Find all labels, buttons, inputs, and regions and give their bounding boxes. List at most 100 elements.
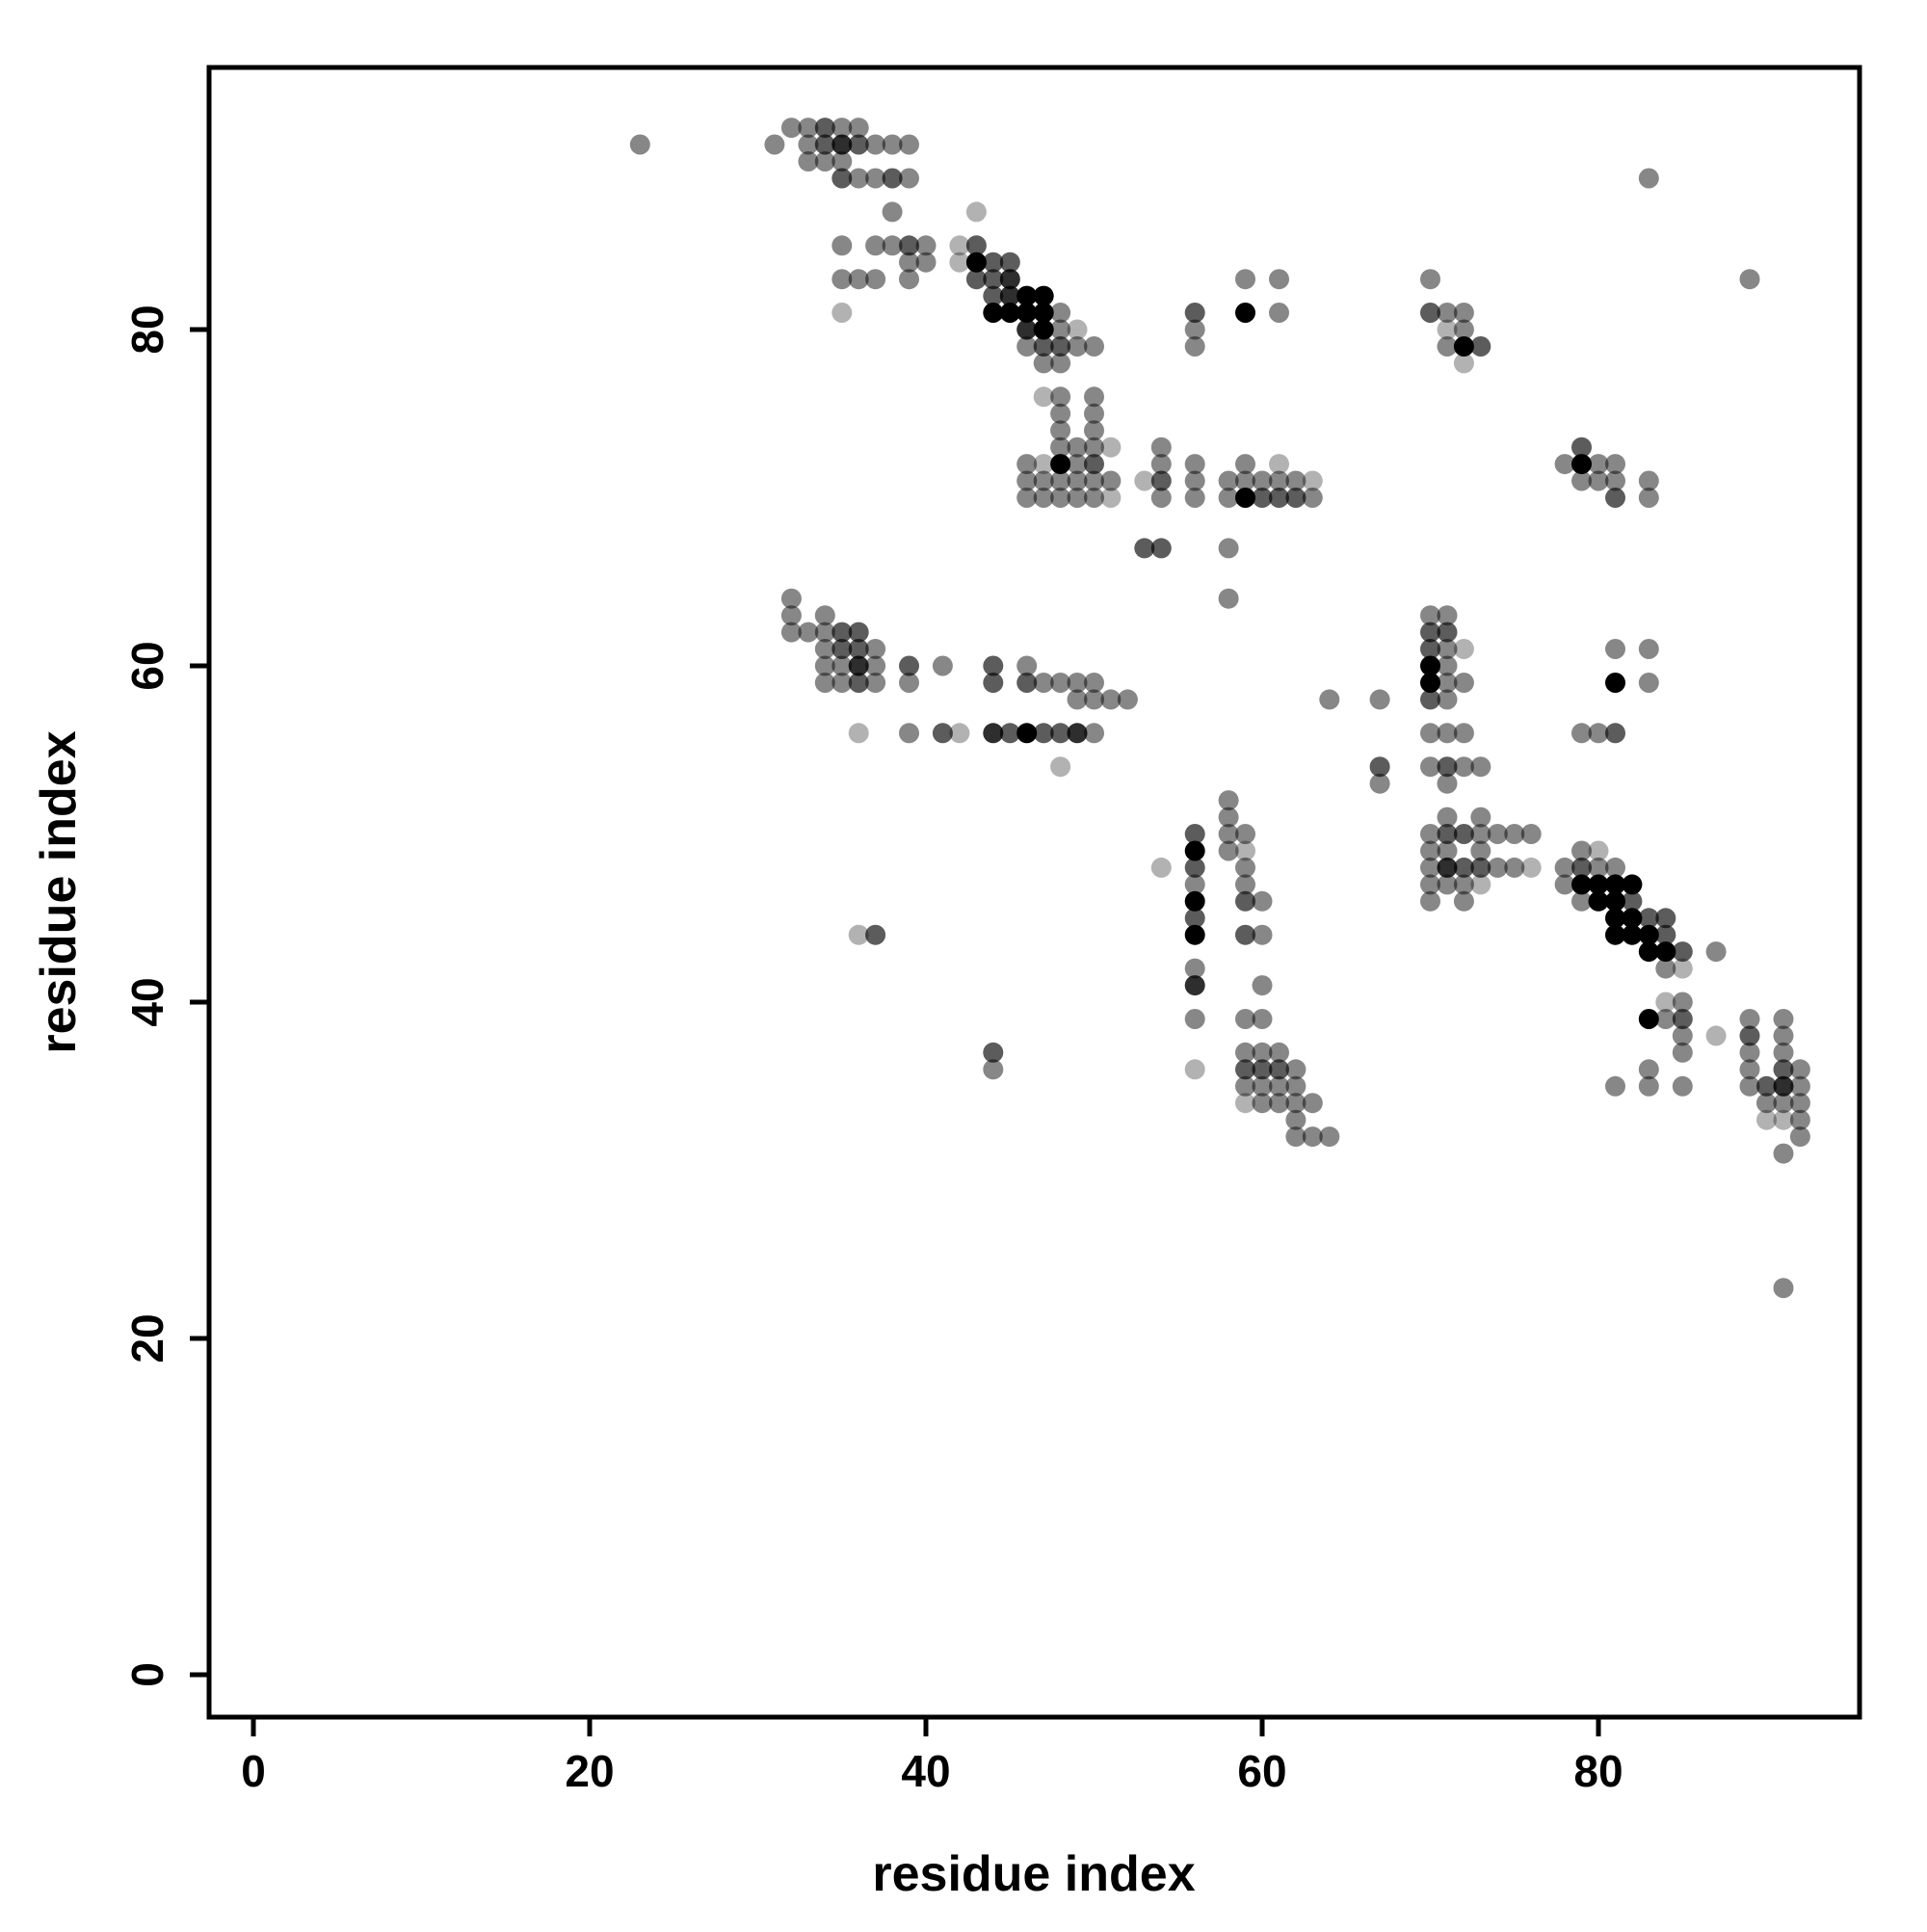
data-point bbox=[814, 673, 835, 693]
data-point bbox=[1470, 807, 1491, 828]
data-point bbox=[1487, 824, 1508, 844]
data-point bbox=[1184, 1009, 1205, 1029]
data-point bbox=[983, 285, 1004, 306]
data-point bbox=[999, 251, 1020, 273]
data-point bbox=[1252, 1093, 1273, 1114]
data-point bbox=[1437, 756, 1458, 778]
data-point bbox=[1235, 303, 1255, 323]
data-point bbox=[865, 134, 886, 155]
data-point bbox=[899, 235, 919, 256]
data-point bbox=[1520, 824, 1542, 844]
data-point bbox=[1033, 319, 1054, 340]
data-point bbox=[1605, 908, 1625, 929]
data-point bbox=[949, 723, 970, 744]
data-point bbox=[882, 235, 903, 256]
x-tick-label: 60 bbox=[1237, 1746, 1286, 1796]
data-point bbox=[1420, 723, 1440, 744]
data-point bbox=[832, 269, 853, 290]
data-point bbox=[1672, 1075, 1693, 1097]
data-point bbox=[1453, 353, 1474, 374]
data-point bbox=[1622, 874, 1643, 895]
data-point bbox=[1235, 924, 1255, 945]
data-point bbox=[899, 269, 919, 290]
data-point bbox=[1319, 1126, 1340, 1148]
data-point bbox=[1184, 924, 1205, 945]
data-point bbox=[780, 622, 802, 643]
data-point bbox=[1605, 470, 1625, 491]
data-point bbox=[1150, 437, 1172, 458]
data-point bbox=[1420, 605, 1440, 626]
y-tick-label: 0 bbox=[122, 1662, 172, 1687]
data-point bbox=[1571, 454, 1592, 475]
data-point bbox=[1285, 1109, 1307, 1130]
data-point bbox=[865, 924, 886, 945]
data-point bbox=[1269, 488, 1289, 508]
data-point bbox=[1084, 470, 1104, 491]
data-point bbox=[1453, 639, 1474, 659]
data-point bbox=[1437, 857, 1458, 878]
data-point bbox=[1470, 874, 1491, 895]
data-point bbox=[1084, 336, 1104, 357]
data-point bbox=[832, 303, 853, 323]
data-point bbox=[1235, 269, 1255, 290]
data-point bbox=[1050, 336, 1071, 357]
data-point bbox=[1638, 639, 1659, 659]
data-point bbox=[1739, 1009, 1760, 1029]
data-point bbox=[1084, 437, 1104, 458]
data-point bbox=[1487, 857, 1508, 878]
data-point bbox=[1756, 1109, 1777, 1130]
data-point bbox=[1773, 1109, 1794, 1130]
data-point bbox=[1571, 470, 1592, 491]
data-point bbox=[780, 118, 802, 139]
data-point bbox=[1218, 488, 1239, 508]
data-point bbox=[1789, 1059, 1810, 1080]
data-point bbox=[1067, 689, 1088, 710]
data-point bbox=[848, 269, 869, 290]
data-point bbox=[1369, 756, 1390, 778]
data-point bbox=[1605, 874, 1625, 895]
data-point bbox=[1420, 303, 1440, 323]
data-point bbox=[1150, 538, 1172, 559]
data-point bbox=[1285, 470, 1307, 491]
data-point bbox=[1235, 1042, 1255, 1063]
data-point bbox=[1016, 319, 1038, 340]
data-point bbox=[882, 134, 903, 155]
data-point bbox=[1016, 673, 1038, 693]
data-point bbox=[1184, 890, 1205, 912]
data-point bbox=[882, 168, 903, 189]
data-point bbox=[1453, 673, 1474, 693]
data-point bbox=[932, 723, 953, 744]
data-point bbox=[1016, 336, 1038, 357]
data-point bbox=[1638, 941, 1659, 963]
data-point bbox=[1554, 874, 1575, 895]
data-point bbox=[1235, 454, 1255, 475]
data-point bbox=[1420, 622, 1440, 643]
data-point bbox=[1789, 1093, 1810, 1114]
data-point bbox=[832, 655, 853, 676]
data-point bbox=[1084, 454, 1104, 475]
data-point bbox=[1184, 958, 1205, 979]
data-point bbox=[1420, 689, 1440, 710]
data-point bbox=[1252, 924, 1273, 945]
data-point bbox=[1235, 1059, 1255, 1080]
data-point bbox=[1470, 336, 1491, 357]
data-point bbox=[1050, 437, 1071, 458]
data-point bbox=[1672, 1025, 1693, 1046]
data-point bbox=[1235, 857, 1255, 878]
data-point bbox=[1184, 454, 1205, 475]
data-point bbox=[1705, 1025, 1727, 1046]
x-axis-ticks: 0 20 40 60 80 bbox=[241, 1717, 1623, 1796]
data-point bbox=[949, 235, 970, 256]
data-point bbox=[1269, 470, 1289, 491]
data-point bbox=[983, 1042, 1004, 1063]
data-point bbox=[1453, 336, 1474, 357]
data-point bbox=[1235, 1009, 1255, 1029]
data-point bbox=[965, 235, 987, 256]
data-point bbox=[1369, 773, 1390, 794]
data-point bbox=[1420, 673, 1440, 693]
data-point bbox=[1739, 1042, 1760, 1063]
data-point bbox=[1571, 437, 1592, 458]
data-point bbox=[1100, 488, 1122, 508]
data-point bbox=[1050, 756, 1071, 778]
data-point bbox=[899, 168, 919, 189]
